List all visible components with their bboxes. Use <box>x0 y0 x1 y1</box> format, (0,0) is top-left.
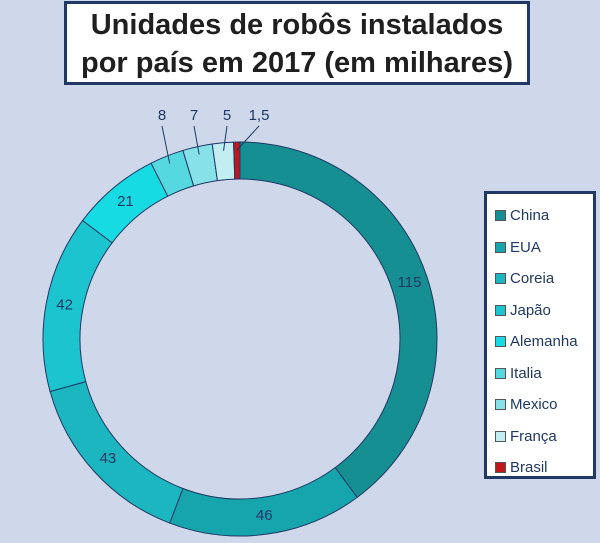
donut-slice-coreia <box>49 380 184 524</box>
data-label-brasil: 1,5 <box>249 107 270 124</box>
legend-swatch <box>495 304 506 316</box>
legend-label: China <box>510 207 550 225</box>
chart-title-line-2: por país em 2017 (em milhares) <box>81 47 513 79</box>
legend-label: EUA <box>510 238 541 256</box>
legend-item-alemanha: Alemanha <box>487 326 593 358</box>
data-label-japao: 42 <box>56 297 73 314</box>
legend-item-mexico: Mexico <box>487 389 593 421</box>
legend-label: Mexico <box>510 396 558 414</box>
legend-swatch <box>495 367 506 379</box>
legend-label: Brasil <box>510 459 548 477</box>
legend-label: França <box>510 427 557 445</box>
legend-label: Japão <box>510 301 551 319</box>
donut-slice-japao <box>42 219 113 393</box>
data-label-italia: 8 <box>158 107 166 124</box>
legend-item-italia: Italia <box>487 358 593 390</box>
legend-swatch <box>495 273 506 285</box>
legend-swatch <box>495 462 506 474</box>
chart-legend: China EUA Coreia Japão Alemanha Italia Mexico F… <box>484 191 596 479</box>
legend-swatch <box>495 241 506 253</box>
leader-line-italia <box>161 125 171 164</box>
legend-item-eua: EUA <box>487 232 593 264</box>
leader-line-franca <box>223 125 228 151</box>
donut-slice-eua <box>169 466 358 537</box>
leader-line-mexico <box>193 125 200 155</box>
legend-item-china: China <box>487 200 593 232</box>
donut-slice-china <box>239 141 438 499</box>
donut-slice-brasil <box>233 141 241 180</box>
chart-title: Unidades de robôs instalados por país em… <box>64 1 530 85</box>
legend-item-japao: Japão <box>487 295 593 327</box>
legend-swatch <box>495 399 506 411</box>
legend-item-coreia: Coreia <box>487 263 593 295</box>
leader-line-brasil <box>236 125 260 151</box>
legend-swatch <box>495 210 506 222</box>
legend-swatch <box>495 336 506 348</box>
data-label-coreia: 43 <box>100 450 117 467</box>
legend-label: Alemanha <box>510 333 578 351</box>
data-label-eua: 46 <box>256 507 273 524</box>
legend-label: Italia <box>510 364 542 382</box>
legend-item-franca: França <box>487 421 593 453</box>
data-label-mexico: 7 <box>190 107 198 124</box>
legend-label: Coreia <box>510 270 555 288</box>
legend-swatch <box>495 430 506 442</box>
chart-title-line-1: Unidades de robôs instalados <box>90 9 504 41</box>
data-label-franca: 5 <box>223 107 231 124</box>
legend-item-brasil: Brasil <box>487 452 593 484</box>
data-label-alemanha: 21 <box>117 193 134 210</box>
data-label-china: 115 <box>398 274 422 291</box>
